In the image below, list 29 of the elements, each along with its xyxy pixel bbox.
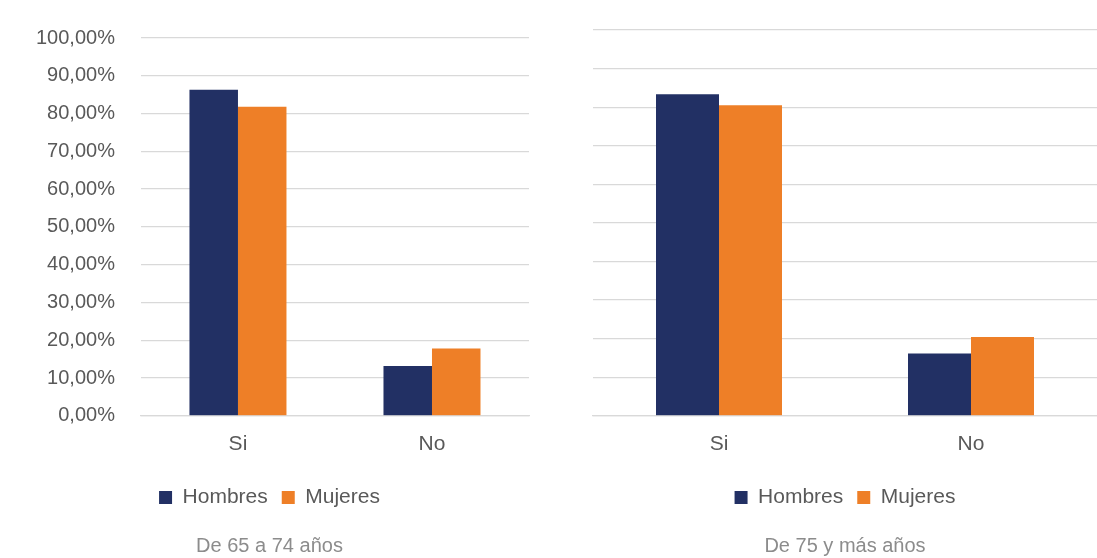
x-tick-label: Si: [228, 431, 248, 455]
bar: [189, 89, 238, 416]
y-tick-label: 50,00%: [47, 214, 116, 237]
bar: [719, 105, 782, 416]
y-tick-label: 10,00%: [47, 365, 116, 388]
legend-label: Hombres: [182, 484, 268, 508]
text: De 75 y más años: [764, 533, 926, 556]
legend-label: Hombres: [758, 484, 844, 508]
bar: [971, 337, 1034, 416]
y-tick-label: 90,00%: [47, 63, 116, 86]
y-tick-label: 40,00%: [47, 252, 116, 275]
bar: [237, 106, 287, 416]
legend-label: Mujeres: [305, 484, 380, 508]
x-tick-label: Si: [709, 431, 729, 455]
text: De 65 a 74 años: [196, 533, 343, 556]
bar: [431, 348, 481, 416]
x-tick-label: No: [957, 431, 985, 455]
y-tick-label: 20,00%: [47, 327, 116, 350]
legend-label: Mujeres: [880, 484, 956, 508]
bar: [656, 94, 719, 416]
y-tick-label: 70,00%: [47, 138, 116, 161]
y-tick-label: 0,00%: [58, 403, 116, 426]
bar: [908, 353, 971, 416]
x-tick-label: No: [418, 431, 446, 455]
y-tick-label: 80,00%: [47, 101, 116, 124]
y-tick-label: 100,00%: [35, 25, 116, 48]
y-tick-label: 30,00%: [47, 289, 116, 312]
bar: [383, 365, 432, 416]
y-tick-label: 60,00%: [47, 176, 116, 199]
